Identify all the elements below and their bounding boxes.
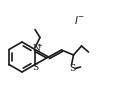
Text: $I^{-}$: $I^{-}$ — [73, 14, 84, 26]
Text: +: + — [36, 42, 42, 49]
Text: S: S — [69, 64, 75, 73]
Text: N: N — [32, 43, 40, 52]
Text: S: S — [32, 64, 38, 73]
